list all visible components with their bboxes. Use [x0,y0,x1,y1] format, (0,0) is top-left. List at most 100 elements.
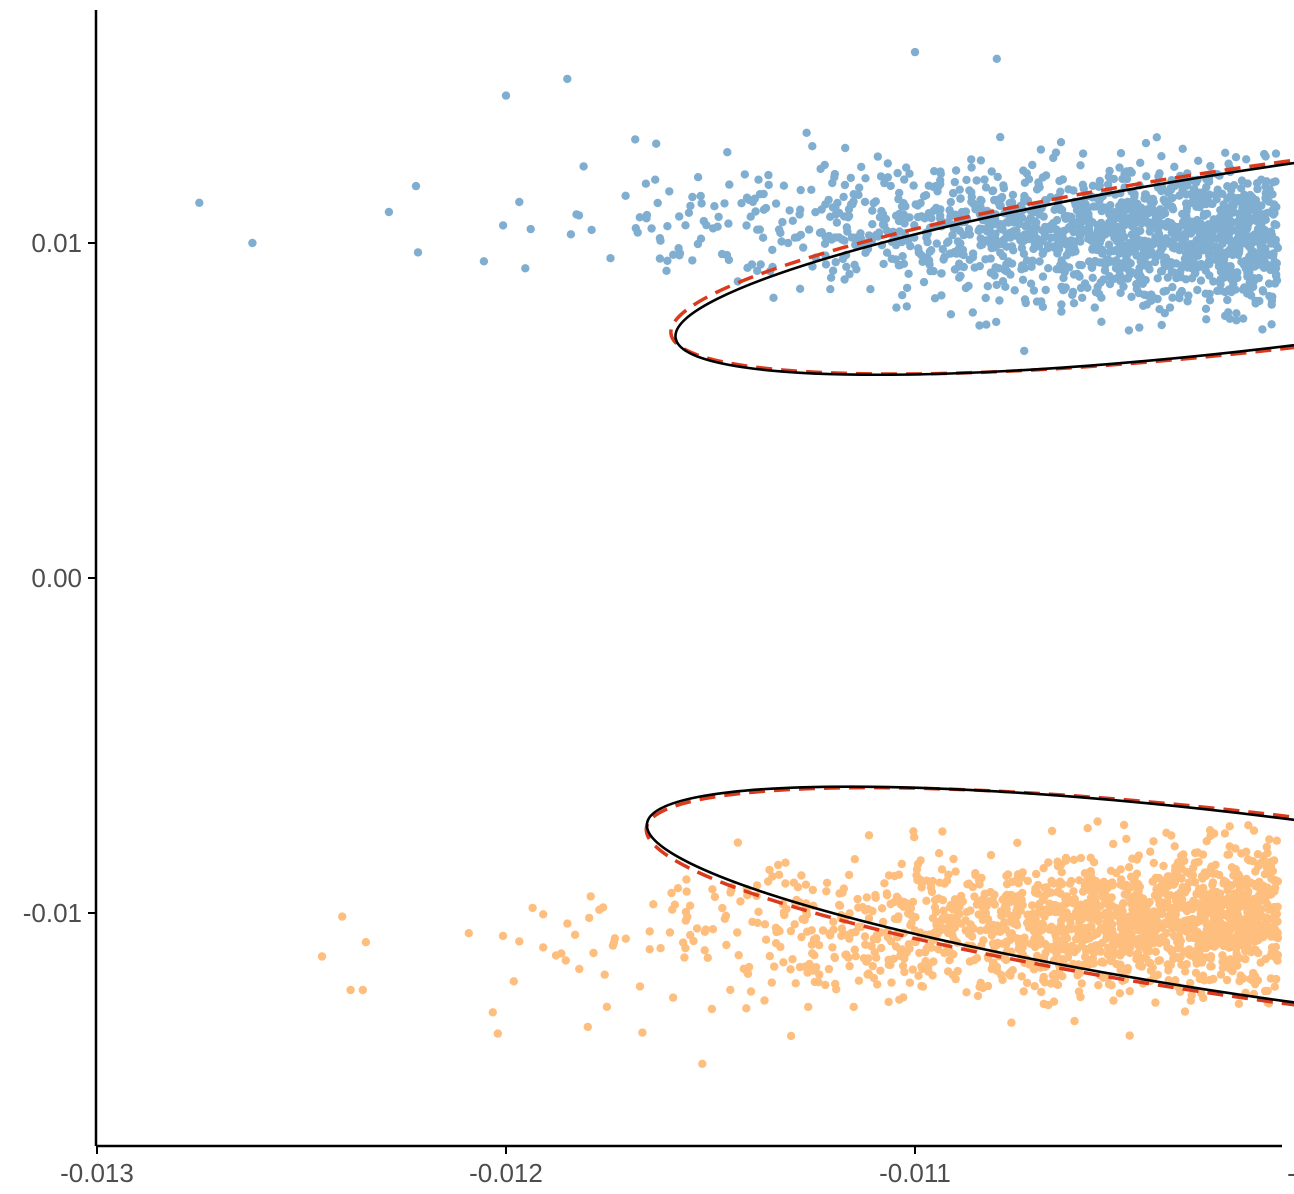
data-point [1175,272,1184,281]
data-point [563,919,572,928]
data-point [1195,915,1204,924]
data-point [1152,133,1162,142]
data-point [883,933,893,942]
data-point [922,896,931,905]
y-tick-label: 0.00 [31,563,82,593]
data-point [1223,295,1232,305]
data-point [1190,848,1200,858]
data-point [1227,226,1237,235]
data-point [1219,941,1228,951]
data-point [1267,932,1276,941]
data-point [1177,960,1186,969]
data-point [1152,219,1161,228]
data-point [721,911,731,920]
data-point [1187,224,1196,233]
data-point [498,931,508,941]
data-point [1105,279,1115,289]
data-point [1187,263,1196,273]
data-point [972,954,982,963]
data-point [900,175,909,184]
data-point [1168,293,1177,302]
data-point [742,1004,751,1013]
data-point [1095,181,1105,190]
data-point [945,956,954,965]
data-point [1068,248,1077,257]
data-point [826,285,835,294]
data-point [1146,847,1155,856]
data-point [872,934,882,944]
data-point [889,898,899,907]
data-point [866,285,875,294]
data-point [900,219,909,228]
data-point [1180,888,1190,897]
data-point [918,964,927,974]
data-point [1032,235,1041,244]
data-point [755,190,765,199]
data-point [1242,874,1251,884]
data-point [1154,227,1163,236]
data-point [1069,186,1078,195]
data-point [988,186,997,196]
data-point [950,177,959,187]
data-point [1090,303,1100,312]
data-point [1218,206,1227,216]
data-point [955,903,964,912]
data-point [864,954,873,963]
data-point [994,264,1004,273]
data-point [1076,161,1085,170]
data-point [717,249,727,259]
data-point [1198,899,1207,908]
data-point [1069,855,1079,864]
data-point [990,271,999,280]
data-point [1136,226,1145,236]
data-point [887,978,896,987]
data-point [1018,261,1027,270]
data-point [1040,883,1049,892]
data-point [1125,215,1134,225]
data-point [1157,320,1166,330]
data-point [1055,176,1064,186]
data-point [1237,849,1246,858]
data-point [1002,879,1012,889]
data-point [1068,898,1078,907]
data-point [1258,287,1268,296]
data-point [1237,184,1246,193]
data-point [1153,970,1163,979]
data-point [1235,928,1245,938]
data-point [1205,271,1214,280]
data-point [1047,826,1057,836]
data-point [631,135,640,144]
data-point [1201,953,1211,962]
data-point [1057,307,1066,316]
x-axis-ticks: -0.013-0.012-0.011-0.010-0.009-0.008 [60,1146,1294,1188]
data-point [574,211,584,220]
data-point [1254,273,1264,283]
data-point [782,904,791,914]
data-point [1163,273,1173,282]
data-point [850,945,859,954]
data-point [1235,953,1244,963]
data-point [1156,205,1165,214]
data-point [1115,163,1124,172]
data-point [718,903,727,913]
data-point [981,255,990,264]
data-point [1255,218,1264,227]
data-point [1007,929,1017,938]
data-point [1001,282,1010,291]
data-point [968,308,977,317]
data-point [1133,921,1143,931]
data-point [1036,145,1046,154]
data-point [834,208,844,218]
data-point [684,208,694,217]
data-point [860,197,870,207]
data-point [663,256,672,265]
data-point [873,152,882,161]
data-point [1236,196,1245,205]
data-point [655,254,665,263]
data-point [1068,290,1077,300]
data-point [1269,876,1279,885]
data-point [916,198,925,208]
data-point [1140,211,1149,220]
data-point [1030,934,1039,943]
data-point [1037,987,1046,997]
